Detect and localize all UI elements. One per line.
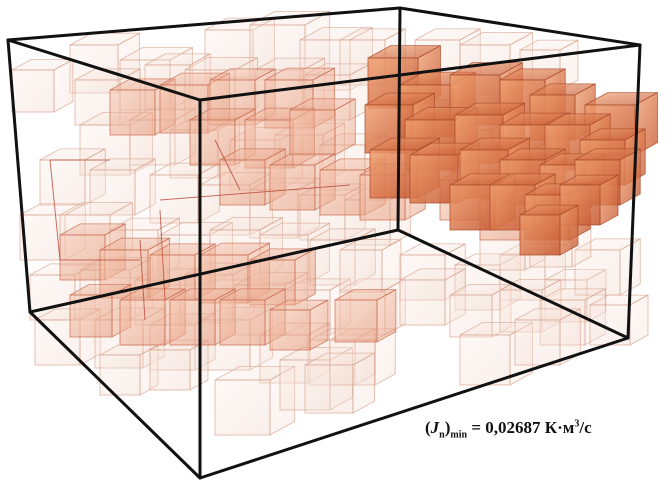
- frame-edge: [6, 38, 32, 314]
- wire-edge: [159, 209, 166, 301]
- bounding-box: [6, 6, 642, 480]
- frame-edge: [396, 6, 402, 232]
- cube: [519, 204, 579, 256]
- caption-symbol: J: [430, 418, 440, 437]
- wire-edge: [49, 159, 61, 261]
- wire-edge: [159, 184, 351, 201]
- caption-symbol-sub: n: [439, 429, 445, 441]
- cube: [11, 58, 74, 113]
- cube: [304, 352, 376, 414]
- cube: [289, 98, 356, 156]
- caption-unit-exp: 3: [574, 418, 580, 430]
- cube: [589, 294, 649, 346]
- caption-unit-tail: /с: [579, 418, 592, 437]
- frame-edge: [198, 43, 642, 102]
- caption-value: 0,02687: [485, 418, 541, 437]
- frame-edge: [28, 228, 400, 314]
- cube: [339, 238, 402, 293]
- frame-edge: [198, 336, 630, 480]
- cube: [119, 288, 186, 346]
- cube-cluster: [11, 10, 658, 436]
- wire-edge: [139, 239, 146, 321]
- caption-unit: К·м: [544, 418, 575, 437]
- frame-edge: [6, 6, 402, 42]
- cube: [269, 299, 329, 351]
- min-value-caption: (Jn)min = 0,02687 К·м3/с: [425, 418, 592, 441]
- cube: [514, 308, 581, 366]
- frame-edge: [398, 6, 642, 47]
- wire-edge: [214, 139, 241, 191]
- frame-edge: [626, 43, 642, 340]
- frame-edge: [28, 310, 202, 480]
- cube: [334, 288, 397, 343]
- caption-equals: =: [471, 418, 482, 437]
- caption-min-sub: min: [450, 429, 468, 441]
- frame-edge: [6, 38, 202, 102]
- frame-edge: [396, 228, 630, 340]
